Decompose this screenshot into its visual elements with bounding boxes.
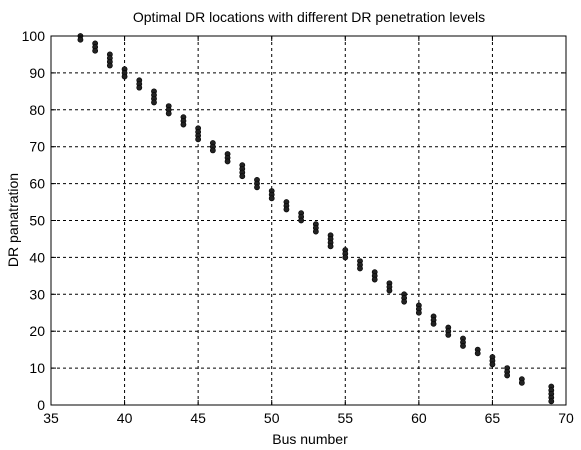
data-point xyxy=(77,36,84,43)
data-point xyxy=(239,173,246,180)
data-point xyxy=(518,379,525,386)
data-point xyxy=(106,62,113,69)
data-point xyxy=(430,320,437,327)
x-tick-label: 55 xyxy=(337,410,353,426)
x-tick-label: 65 xyxy=(485,410,501,426)
data-point xyxy=(224,158,231,165)
data-point xyxy=(195,136,202,143)
data-point xyxy=(489,361,496,368)
x-tick-label: 40 xyxy=(117,410,133,426)
data-point xyxy=(121,73,128,80)
data-point xyxy=(92,47,99,54)
data-point xyxy=(548,398,555,405)
data-point xyxy=(298,217,305,224)
y-tick-label: 100 xyxy=(22,28,46,44)
y-axis-label: DR panatration xyxy=(5,173,21,267)
data-points xyxy=(77,33,555,405)
y-tick-label: 20 xyxy=(29,323,45,339)
data-point xyxy=(151,99,157,106)
y-tick-label: 0 xyxy=(37,397,45,413)
x-axis-label: Bus number xyxy=(272,431,348,447)
y-tick-label: 40 xyxy=(29,249,45,265)
axis-ticks xyxy=(50,35,567,406)
x-tick-label: 45 xyxy=(190,410,206,426)
data-point xyxy=(268,195,275,202)
data-point xyxy=(504,372,511,379)
x-tick-label: 50 xyxy=(264,410,280,426)
y-tick-label: 90 xyxy=(29,65,45,81)
data-point xyxy=(209,147,216,154)
data-point xyxy=(327,243,334,250)
data-point xyxy=(165,110,172,117)
data-point xyxy=(357,265,363,272)
x-tick-label: 70 xyxy=(558,410,574,426)
data-point xyxy=(283,206,290,213)
y-tick-label: 70 xyxy=(29,139,45,155)
data-point xyxy=(136,84,143,91)
data-point xyxy=(371,276,378,283)
data-point xyxy=(415,309,422,316)
y-tick-label: 30 xyxy=(29,286,45,302)
data-point xyxy=(401,298,408,305)
data-point xyxy=(342,254,349,261)
data-point xyxy=(460,343,466,349)
data-point xyxy=(386,287,393,294)
y-tick-label: 50 xyxy=(29,213,45,229)
grid xyxy=(51,36,566,405)
x-tick-label: 35 xyxy=(43,410,59,426)
data-point xyxy=(474,350,481,357)
chart-title: Optimal DR locations with different DR p… xyxy=(133,9,485,25)
data-point xyxy=(180,121,187,128)
data-point xyxy=(445,331,452,338)
y-tick-label: 80 xyxy=(29,102,45,118)
y-tick-label: 10 xyxy=(29,360,45,376)
tick-labels: 35 40 45 50 55 60 65 70 0 10 20 30 40 50 60 70 80 90 100 xyxy=(22,28,574,426)
y-tick-label: 60 xyxy=(29,176,45,192)
data-point xyxy=(312,228,319,235)
x-tick-label: 60 xyxy=(411,410,427,426)
data-point xyxy=(254,184,260,191)
